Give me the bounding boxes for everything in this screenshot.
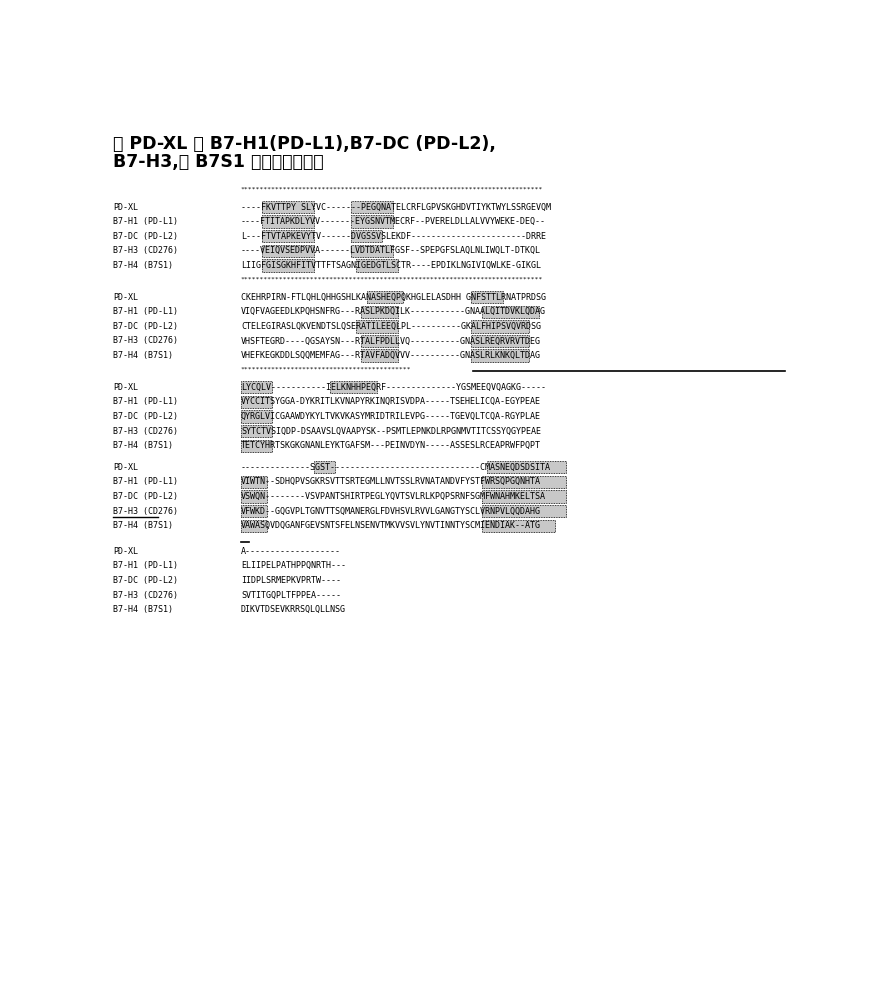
FancyBboxPatch shape xyxy=(351,230,383,242)
FancyBboxPatch shape xyxy=(330,381,378,393)
Text: B7-H4 (B7S1): B7-H4 (B7S1) xyxy=(114,441,173,450)
Text: QYRGLVICGAAWDYKYLTVKVKASYMRIDTRILEVPG-----TGEVQLTCQA-RGYPLAE: QYRGLVICGAAWDYKYLTVKVKASYMRIDTRILEVPG---… xyxy=(241,412,541,421)
Text: B7-H3 (CD276): B7-H3 (CD276) xyxy=(114,336,179,345)
Text: PD-XL: PD-XL xyxy=(114,547,138,556)
FancyBboxPatch shape xyxy=(262,245,314,257)
Text: B7-H3 (CD276): B7-H3 (CD276) xyxy=(114,591,179,600)
FancyBboxPatch shape xyxy=(472,349,529,362)
Text: PD-XL: PD-XL xyxy=(114,383,138,392)
Text: B7-H3 (CD276): B7-H3 (CD276) xyxy=(114,246,179,255)
Text: ----FTITAPKDLYVV-------EYGSNVTMECRF--PVERELDLLALVVYWEKE-DEQ--: ----FTITAPKDLYVV-------EYGSNVTMECRF--PVE… xyxy=(241,217,546,226)
FancyBboxPatch shape xyxy=(482,306,539,318)
FancyBboxPatch shape xyxy=(362,335,398,347)
Text: VHSFTEGRD----QGSAYSN---RTALFPDLLVQ----------GNASLREQRVRVTDEG: VHSFTEGRD----QGSAYSN---RTALFPDLLVQ------… xyxy=(241,336,541,345)
FancyBboxPatch shape xyxy=(482,490,566,503)
Text: LIIGFGISGKHFITVTTFTSAGNIGEDGTLSCTR----EPDIKLNGIVIQWLKE-GIKGL: LIIGFGISGKHFITVTTFTSAGNIGEDGTLSCTR----EP… xyxy=(241,261,541,270)
FancyBboxPatch shape xyxy=(241,490,268,503)
Text: 鼠 PD-XL 与 B7-H1(PD-L1),B7-DC (PD-L2),: 鼠 PD-XL 与 B7-H1(PD-L1),B7-DC (PD-L2), xyxy=(114,135,496,153)
FancyBboxPatch shape xyxy=(362,306,398,318)
FancyBboxPatch shape xyxy=(241,505,268,517)
Text: PD-XL: PD-XL xyxy=(114,203,138,212)
FancyBboxPatch shape xyxy=(314,461,335,473)
Text: ----FKVTTPY SLYVC-------PEGQNATELCRFLGPVSKGHDVTIYKTWYLSSRGEVQM: ----FKVTTPY SLYVC-------PEGQNATELCRFLGPV… xyxy=(241,203,551,212)
FancyBboxPatch shape xyxy=(488,461,566,473)
FancyBboxPatch shape xyxy=(356,259,398,272)
Text: B7-H4 (B7S1): B7-H4 (B7S1) xyxy=(114,261,173,270)
FancyBboxPatch shape xyxy=(241,425,273,437)
Text: --------------SGST------------------------------CMASNEQDSDSITA: --------------SGST----------------------… xyxy=(241,463,551,472)
Text: VAWASQVDQGANFGEVSNTSFELNSENVTMKVVSVLYNVTINNTYSCMIENDIAK--ATG: VAWASQVDQGANFGEVSNTSFELNSENVTMKVVSVLYNVT… xyxy=(241,521,541,530)
Text: CKEHRPIRN-FTLQHLQHHGSHLKANASHEQPQKHGLELASDHH GNFSTTLRNATPRDSG: CKEHRPIRN-FTLQHLQHHGSHLKANASHEQPQKHGLELA… xyxy=(241,293,546,302)
FancyBboxPatch shape xyxy=(472,320,529,333)
FancyBboxPatch shape xyxy=(367,291,403,303)
Text: ----VEIQVSEDPVVA------LVDTDATLFGSF--SPEPGFSLAQLNLIWQLT-DTKQL: ----VEIQVSEDPVVA------LVDTDATLFGSF--SPEP… xyxy=(241,246,541,255)
Text: VFWKD--GQGVPLTGNVTTSQMANERGLFDVHSVLRVVLGANGTYSCLVRNPVLQQDAHG: VFWKD--GQGVPLTGNVTTSQMANERGLFDVHSVLRVVLG… xyxy=(241,507,541,516)
FancyBboxPatch shape xyxy=(351,215,392,228)
Text: B7-DC (PD-L2): B7-DC (PD-L2) xyxy=(114,492,179,501)
FancyBboxPatch shape xyxy=(241,381,273,393)
Text: A-------------------: A------------------- xyxy=(241,547,341,556)
Text: ********************************************: ****************************************… xyxy=(241,367,412,372)
FancyBboxPatch shape xyxy=(262,259,314,272)
FancyBboxPatch shape xyxy=(482,476,566,488)
Text: B7-DC (PD-L2): B7-DC (PD-L2) xyxy=(114,322,179,331)
Text: VHEFKEGKDDLSQQMEMFAG---RTAVFADQVVV----------GNASLRLKNKQLTDAG: VHEFKEGKDDLSQQMEMFAG---RTAVFADQVVV------… xyxy=(241,351,541,360)
Text: B7-H1 (PD-L1): B7-H1 (PD-L1) xyxy=(114,217,179,226)
Text: B7-DC (PD-L2): B7-DC (PD-L2) xyxy=(114,576,179,585)
Text: B7-H4 (B7S1): B7-H4 (B7S1) xyxy=(114,605,173,614)
Text: VSWQN--------VSVPANTSHIRTPEGLYQVTSVLRLKPQPSRNFSGMFWNAHMKELTSA: VSWQN--------VSVPANTSHIRTPEGLYQVTSVLRLKP… xyxy=(241,492,546,501)
Text: ******************************************************************************: ****************************************… xyxy=(241,277,543,282)
Text: PD-XL: PD-XL xyxy=(114,463,138,472)
Text: B7-H1 (PD-L1): B7-H1 (PD-L1) xyxy=(114,477,179,486)
FancyBboxPatch shape xyxy=(241,520,268,532)
Text: TETCYHRTSKGKGNANLEYKTGAFSM---PEINVDYN-----ASSESLRCEAPRWFPQPT: TETCYHRTSKGKGNANLEYKTGAFSM---PEINVDYN---… xyxy=(241,441,541,450)
FancyBboxPatch shape xyxy=(241,410,273,423)
Text: ELIIPELPATHPPQNRTH---: ELIIPELPATHPPQNRTH--- xyxy=(241,561,346,570)
FancyBboxPatch shape xyxy=(472,291,502,303)
Text: B7-H4 (B7S1): B7-H4 (B7S1) xyxy=(114,521,173,530)
Text: B7-H1 (PD-L1): B7-H1 (PD-L1) xyxy=(114,307,179,316)
Text: L---FTVTAPKEVYTV------DVGSSVSLEKDF-----------------------DRRE: L---FTVTAPKEVYTV------DVGSSVSLEKDF------… xyxy=(241,232,546,241)
FancyBboxPatch shape xyxy=(482,520,555,532)
FancyBboxPatch shape xyxy=(241,476,268,488)
Text: B7-H1 (PD-L1): B7-H1 (PD-L1) xyxy=(114,397,179,406)
Text: B7-DC (PD-L2): B7-DC (PD-L2) xyxy=(114,232,179,241)
FancyBboxPatch shape xyxy=(262,215,314,228)
Text: IIDPLSRMEPKVPRTW----: IIDPLSRMEPKVPRTW---- xyxy=(241,576,341,585)
Text: PD-XL: PD-XL xyxy=(114,293,138,302)
Text: VIWTN--SDHQPVSGKRSVTTSRTEGMLLNVTSSLRVNATANDVFYSTFWRSQPGQNHTA: VIWTN--SDHQPVSGKRSVTTSRTEGMLLNVTSSLRVNAT… xyxy=(241,477,541,486)
Text: B7-H3 (CD276): B7-H3 (CD276) xyxy=(114,427,179,436)
FancyBboxPatch shape xyxy=(262,201,314,213)
Text: ******************************************************************************: ****************************************… xyxy=(241,187,543,192)
Text: CTELEGIRASLQKVENDTSLQSERATILEEQLPL----------GKALFHIPSVQVRDSG: CTELEGIRASLQKVENDTSLQSERATILEEQLPL------… xyxy=(241,322,541,331)
FancyBboxPatch shape xyxy=(351,201,392,213)
Text: DIKVTDSEVKRRSQLQLLNSG: DIKVTDSEVKRRSQLQLLNSG xyxy=(241,605,346,614)
Text: LYCQLV-----------IELKNHHPEQRF--------------YGSMEEQVQAGKG-----: LYCQLV-----------IELKNHHPEQRF-----------… xyxy=(241,383,546,392)
FancyBboxPatch shape xyxy=(482,505,566,517)
Text: SYTCTVSIQDP-DSAAVSLQVAAPYSK--PSMTLEPNKDLRPGNMVTITCSSYQGYPEAE: SYTCTVSIQDP-DSAAVSLQVAAPYSK--PSMTLEPNKDL… xyxy=(241,427,541,436)
Text: B7-H4 (B7S1): B7-H4 (B7S1) xyxy=(114,351,173,360)
Text: SVTITGQPLTFPPEA-----: SVTITGQPLTFPPEA----- xyxy=(241,591,341,600)
Text: VIQFVAGEEDLKPQHSNFRG---RASLPKDQILK-----------GNAALQITDVKLQDAG: VIQFVAGEEDLKPQHSNFRG---RASLPKDQILK------… xyxy=(241,307,546,316)
Text: B7-H3,和 B7S1 的胞外域比对。: B7-H3,和 B7S1 的胞外域比对。 xyxy=(114,153,324,171)
FancyBboxPatch shape xyxy=(262,230,314,242)
FancyBboxPatch shape xyxy=(362,349,398,362)
FancyBboxPatch shape xyxy=(241,440,273,452)
FancyBboxPatch shape xyxy=(472,335,529,347)
FancyBboxPatch shape xyxy=(351,245,392,257)
Text: B7-H3 (CD276): B7-H3 (CD276) xyxy=(114,507,179,516)
Text: B7-DC (PD-L2): B7-DC (PD-L2) xyxy=(114,412,179,421)
FancyBboxPatch shape xyxy=(356,320,398,333)
FancyBboxPatch shape xyxy=(241,396,273,408)
Text: B7-H1 (PD-L1): B7-H1 (PD-L1) xyxy=(114,561,179,570)
Text: VYCCITSYGGA-DYKRITLKVNAPYRKINQRISVDPA-----TSEHELICQA-EGYPEAE: VYCCITSYGGA-DYKRITLKVNAPYRKINQRISVDPA---… xyxy=(241,397,541,406)
